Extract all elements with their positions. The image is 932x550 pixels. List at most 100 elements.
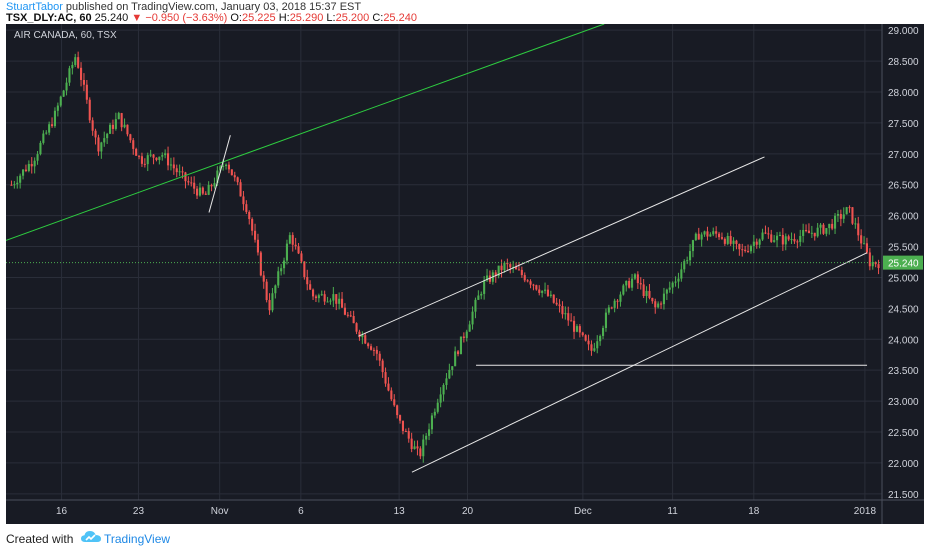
candle-body xyxy=(97,137,100,152)
candle-body xyxy=(422,439,425,457)
last-price: 25.240 xyxy=(94,12,129,24)
candle-body xyxy=(178,171,181,173)
candle-body xyxy=(164,153,167,156)
candle-body xyxy=(451,366,454,370)
candle-body xyxy=(355,323,358,332)
candle-body xyxy=(767,233,770,235)
candle-body xyxy=(138,155,141,157)
y-tick-label: 27.500 xyxy=(888,119,919,130)
candle-body xyxy=(13,184,16,186)
candle-body xyxy=(396,405,399,416)
candle-body xyxy=(799,235,802,242)
candle-body xyxy=(744,249,747,251)
candle-body xyxy=(303,261,306,278)
candle-body xyxy=(839,214,842,219)
candle-body xyxy=(587,340,590,345)
candle-body xyxy=(65,82,68,91)
candle-body xyxy=(596,341,599,349)
candle-body xyxy=(784,236,787,245)
candle-body xyxy=(822,224,825,234)
candle-body xyxy=(506,262,509,265)
candle-body xyxy=(404,430,407,432)
candle-body xyxy=(68,68,71,83)
price-chart[interactable]: 21.500 22.000 22.500 23.000 23.500 24.000 24.5… xyxy=(5,23,924,524)
author-link[interactable]: StuartTabor xyxy=(6,1,63,13)
candle-body xyxy=(306,277,309,285)
candle-body xyxy=(723,238,726,244)
candle-body xyxy=(77,57,80,68)
candle-body xyxy=(729,235,732,244)
y-tick-label: 22.500 xyxy=(888,428,919,439)
candle-body xyxy=(106,133,109,139)
candle-body xyxy=(633,274,636,279)
candle-body xyxy=(428,429,431,436)
candle-body xyxy=(222,165,225,167)
x-tick-label: 16 xyxy=(56,506,68,517)
candle-body xyxy=(285,243,288,261)
last-price-tag xyxy=(883,255,923,270)
candle-body xyxy=(135,148,138,156)
candle-body xyxy=(575,326,578,332)
candle-body xyxy=(741,249,744,251)
candle-body xyxy=(10,184,13,186)
candle-body xyxy=(167,153,170,166)
candle-body xyxy=(88,99,91,121)
candle-body xyxy=(680,269,683,279)
candle-body xyxy=(184,172,187,182)
candle-body xyxy=(773,240,776,242)
low-label: L: xyxy=(326,12,336,24)
y-tick-label: 28.500 xyxy=(888,57,919,68)
candle-body xyxy=(430,415,433,430)
y-tick-label: 27.000 xyxy=(888,150,919,161)
candle-body xyxy=(407,431,410,439)
candle-body xyxy=(358,331,361,338)
candle-body xyxy=(384,372,387,384)
candle-body xyxy=(836,214,839,216)
candle-body xyxy=(642,284,645,297)
y-tick-label: 29.000 xyxy=(888,26,919,37)
candle-body xyxy=(738,244,741,250)
candle-body xyxy=(529,281,532,285)
candle-body xyxy=(254,230,257,240)
candle-body xyxy=(59,96,62,106)
candle-body xyxy=(436,402,439,412)
open-label: O: xyxy=(230,12,242,24)
candle-body xyxy=(236,177,239,183)
candle-body xyxy=(42,133,45,143)
candle-body xyxy=(567,313,570,321)
candle-body xyxy=(689,251,692,261)
candle-body xyxy=(378,353,381,361)
candle-body xyxy=(30,164,33,167)
candle-body xyxy=(877,264,880,269)
candle-body xyxy=(283,260,286,269)
header-bar: StuartTabor published on TradingView.com… xyxy=(0,0,932,24)
candle-body xyxy=(486,275,489,281)
candle-body xyxy=(657,303,660,308)
candle-body xyxy=(219,166,222,171)
candle-body xyxy=(335,294,338,304)
candle-body xyxy=(842,214,845,219)
low-value: 25.200 xyxy=(335,12,370,24)
candle-body xyxy=(36,154,39,161)
down-arrow-icon: ▼ xyxy=(131,12,143,24)
candle-body xyxy=(735,240,738,245)
close-label: C: xyxy=(372,12,384,24)
candle-body xyxy=(549,294,552,296)
candle-body xyxy=(544,289,547,291)
candle-body xyxy=(193,182,196,189)
candle-body xyxy=(265,281,268,301)
x-tick-label: Nov xyxy=(211,506,229,517)
y-tick-label: 22.000 xyxy=(888,459,919,470)
candle-body xyxy=(314,296,317,299)
candle-body xyxy=(410,438,413,449)
tradingview-cloud-icon xyxy=(81,531,101,542)
candle-body xyxy=(442,384,445,395)
candle-body xyxy=(480,293,483,296)
candle-body xyxy=(349,315,352,317)
candle-body xyxy=(399,415,402,421)
candle-body xyxy=(338,298,341,304)
candle-body xyxy=(80,67,83,80)
candle-body xyxy=(639,283,642,285)
chart-area[interactable]: 21.500 22.000 22.500 23.000 23.500 24.000 24.5… xyxy=(5,23,924,524)
tradingview-brand[interactable]: TradingView xyxy=(104,532,171,546)
